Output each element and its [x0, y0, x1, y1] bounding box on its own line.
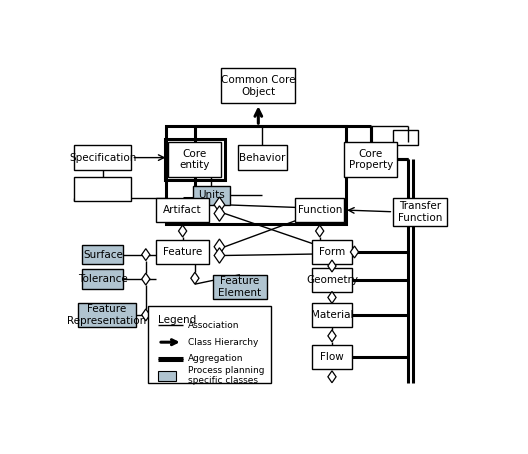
Polygon shape — [142, 249, 150, 261]
Text: Behavior: Behavior — [239, 153, 286, 163]
Bar — [213, 275, 267, 299]
Bar — [158, 371, 176, 381]
Bar — [312, 303, 352, 327]
Bar — [156, 198, 209, 222]
Polygon shape — [316, 225, 324, 237]
Polygon shape — [328, 291, 336, 303]
Bar — [344, 142, 398, 177]
Text: Tolerance: Tolerance — [78, 274, 128, 284]
Bar — [74, 177, 131, 201]
Bar — [168, 142, 222, 177]
Polygon shape — [214, 248, 225, 263]
Bar — [312, 345, 352, 369]
Polygon shape — [142, 309, 150, 321]
Bar — [393, 130, 418, 145]
Bar — [78, 303, 136, 327]
Polygon shape — [328, 371, 336, 383]
Text: Surface: Surface — [83, 250, 123, 260]
Polygon shape — [191, 272, 199, 284]
Text: Process planning
specific classes: Process planning specific classes — [187, 366, 264, 385]
Bar — [312, 240, 352, 264]
Bar — [393, 198, 447, 226]
Polygon shape — [178, 225, 187, 237]
Text: Function: Function — [297, 205, 342, 215]
Bar — [165, 139, 225, 180]
Text: Form: Form — [319, 247, 345, 257]
Bar — [74, 145, 131, 170]
Bar — [82, 245, 124, 264]
Bar — [312, 268, 352, 292]
Text: Core
entity: Core entity — [180, 148, 210, 170]
Text: Artifact: Artifact — [163, 205, 202, 215]
Polygon shape — [214, 197, 225, 212]
Polygon shape — [351, 246, 359, 258]
Polygon shape — [142, 273, 150, 285]
Bar — [148, 306, 271, 383]
Text: Association: Association — [187, 321, 239, 330]
Bar — [193, 186, 230, 205]
Bar — [222, 69, 295, 104]
Text: Common Core
Object: Common Core Object — [221, 75, 296, 97]
Text: Units: Units — [198, 190, 224, 200]
Bar — [295, 198, 344, 222]
Bar — [166, 126, 346, 224]
Text: Class Hierarchy: Class Hierarchy — [187, 338, 258, 347]
Text: Flow: Flow — [320, 352, 344, 362]
Bar — [82, 270, 124, 289]
Text: Feature
Element: Feature Element — [219, 276, 261, 298]
Text: Core
Property: Core Property — [348, 148, 393, 170]
Text: Legend: Legend — [158, 315, 196, 325]
Text: Material: Material — [311, 310, 353, 320]
Bar — [156, 240, 209, 264]
Text: Transfer
Function: Transfer Function — [398, 201, 442, 222]
Polygon shape — [328, 260, 336, 272]
Text: Geometry: Geometry — [306, 275, 358, 285]
Text: Specification: Specification — [69, 153, 137, 163]
Text: Aggregation: Aggregation — [187, 355, 243, 364]
Bar — [238, 145, 287, 170]
Polygon shape — [328, 330, 336, 342]
Text: Feature
Representation: Feature Representation — [67, 304, 147, 326]
Polygon shape — [214, 239, 225, 255]
Text: Feature: Feature — [163, 247, 202, 257]
Polygon shape — [214, 206, 225, 221]
